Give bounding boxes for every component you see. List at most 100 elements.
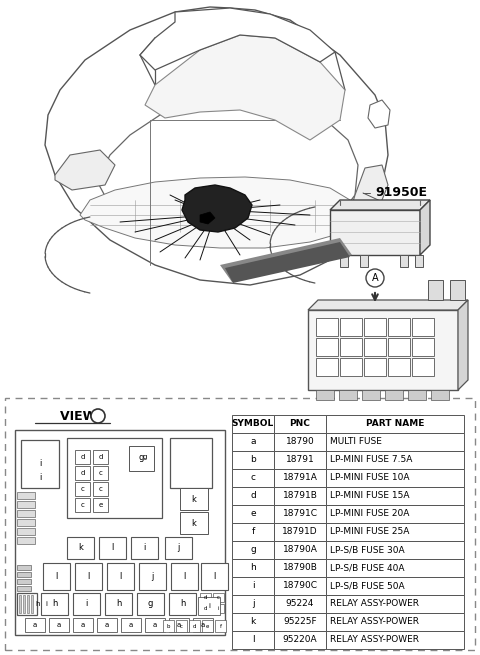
Bar bbox=[316, 338, 338, 356]
Bar bbox=[5, 398, 475, 650]
Text: b: b bbox=[167, 624, 170, 629]
Circle shape bbox=[366, 269, 384, 287]
Bar bbox=[21, 440, 59, 488]
Text: LP-MINI FUSE 20A: LP-MINI FUSE 20A bbox=[330, 510, 409, 519]
Text: c: c bbox=[217, 595, 220, 600]
Bar bbox=[274, 487, 326, 505]
Text: f: f bbox=[252, 527, 254, 536]
Bar bbox=[213, 604, 224, 613]
Polygon shape bbox=[200, 212, 215, 224]
Bar bbox=[41, 593, 68, 615]
Bar bbox=[340, 318, 362, 336]
Text: d: d bbox=[80, 470, 84, 476]
Text: l: l bbox=[87, 572, 90, 581]
Text: e: e bbox=[98, 502, 103, 508]
Circle shape bbox=[91, 409, 105, 423]
Bar bbox=[171, 563, 198, 590]
Text: k: k bbox=[192, 495, 196, 504]
Text: d: d bbox=[250, 491, 256, 500]
Bar bbox=[412, 318, 434, 336]
Text: h: h bbox=[180, 599, 185, 608]
Bar bbox=[232, 541, 274, 559]
Text: i: i bbox=[208, 603, 210, 609]
Polygon shape bbox=[450, 280, 465, 300]
Bar bbox=[145, 618, 165, 632]
Text: LP-MINI FUSE 7.5A: LP-MINI FUSE 7.5A bbox=[330, 455, 412, 464]
Bar bbox=[202, 620, 213, 632]
Bar bbox=[75, 450, 90, 464]
Text: a: a bbox=[129, 622, 133, 628]
Text: MULTI FUSE: MULTI FUSE bbox=[330, 438, 382, 447]
Bar bbox=[170, 438, 212, 488]
Text: d: d bbox=[204, 595, 207, 600]
Text: SYMBOL: SYMBOL bbox=[232, 419, 274, 428]
Polygon shape bbox=[80, 177, 355, 248]
Text: LP-S/B FUSE 30A: LP-S/B FUSE 30A bbox=[330, 546, 405, 555]
Bar bbox=[232, 613, 274, 631]
Text: l: l bbox=[183, 572, 186, 581]
Polygon shape bbox=[220, 238, 352, 282]
Polygon shape bbox=[308, 300, 468, 310]
Text: 18791C: 18791C bbox=[283, 510, 317, 519]
Bar bbox=[400, 255, 408, 267]
Polygon shape bbox=[330, 200, 430, 210]
Bar bbox=[388, 338, 410, 356]
Bar bbox=[274, 451, 326, 469]
Text: c: c bbox=[180, 624, 183, 629]
Bar bbox=[17, 501, 35, 508]
Bar bbox=[99, 537, 126, 559]
Bar bbox=[67, 438, 162, 518]
Bar bbox=[107, 563, 134, 590]
Bar bbox=[198, 597, 220, 615]
Text: 18791: 18791 bbox=[286, 455, 314, 464]
Bar bbox=[200, 593, 211, 602]
Bar bbox=[93, 466, 108, 480]
Bar bbox=[17, 586, 31, 591]
Polygon shape bbox=[98, 95, 358, 242]
Bar bbox=[362, 390, 380, 400]
Bar bbox=[274, 613, 326, 631]
Bar bbox=[388, 318, 410, 336]
Text: a: a bbox=[57, 622, 61, 628]
Text: l: l bbox=[111, 544, 114, 553]
Bar bbox=[17, 593, 37, 615]
Bar bbox=[17, 537, 35, 544]
Bar bbox=[232, 505, 274, 523]
Bar bbox=[93, 482, 108, 496]
Bar bbox=[339, 390, 357, 400]
Text: i: i bbox=[45, 601, 47, 607]
Bar bbox=[17, 519, 35, 526]
Text: RELAY ASSY-POWER: RELAY ASSY-POWER bbox=[330, 635, 419, 645]
Text: d: d bbox=[80, 454, 84, 460]
Bar bbox=[215, 620, 226, 632]
Text: LP-S/B FUSE 40A: LP-S/B FUSE 40A bbox=[330, 563, 405, 572]
Text: i: i bbox=[39, 460, 41, 468]
Bar bbox=[49, 618, 69, 632]
Bar bbox=[364, 358, 386, 376]
Bar bbox=[412, 358, 434, 376]
Polygon shape bbox=[55, 150, 115, 190]
Text: d: d bbox=[204, 606, 207, 611]
Bar bbox=[213, 593, 224, 602]
Bar bbox=[232, 487, 274, 505]
Text: h: h bbox=[250, 563, 256, 572]
Text: l: l bbox=[55, 572, 58, 581]
Text: g: g bbox=[148, 599, 153, 608]
Bar bbox=[316, 390, 334, 400]
Text: a: a bbox=[33, 622, 37, 628]
Text: RELAY ASSY-POWER: RELAY ASSY-POWER bbox=[330, 599, 419, 608]
Bar bbox=[326, 415, 464, 433]
Bar bbox=[326, 487, 464, 505]
Text: 91950E: 91950E bbox=[375, 187, 427, 200]
Bar bbox=[201, 563, 228, 590]
Bar bbox=[274, 505, 326, 523]
Bar bbox=[385, 390, 403, 400]
Polygon shape bbox=[182, 185, 252, 232]
Text: j: j bbox=[177, 544, 180, 553]
Bar bbox=[93, 498, 108, 512]
Polygon shape bbox=[458, 300, 468, 390]
Bar bbox=[316, 358, 338, 376]
Bar bbox=[17, 579, 31, 584]
Text: LP-MINI FUSE 10A: LP-MINI FUSE 10A bbox=[330, 474, 409, 483]
Text: c: c bbox=[81, 502, 84, 508]
